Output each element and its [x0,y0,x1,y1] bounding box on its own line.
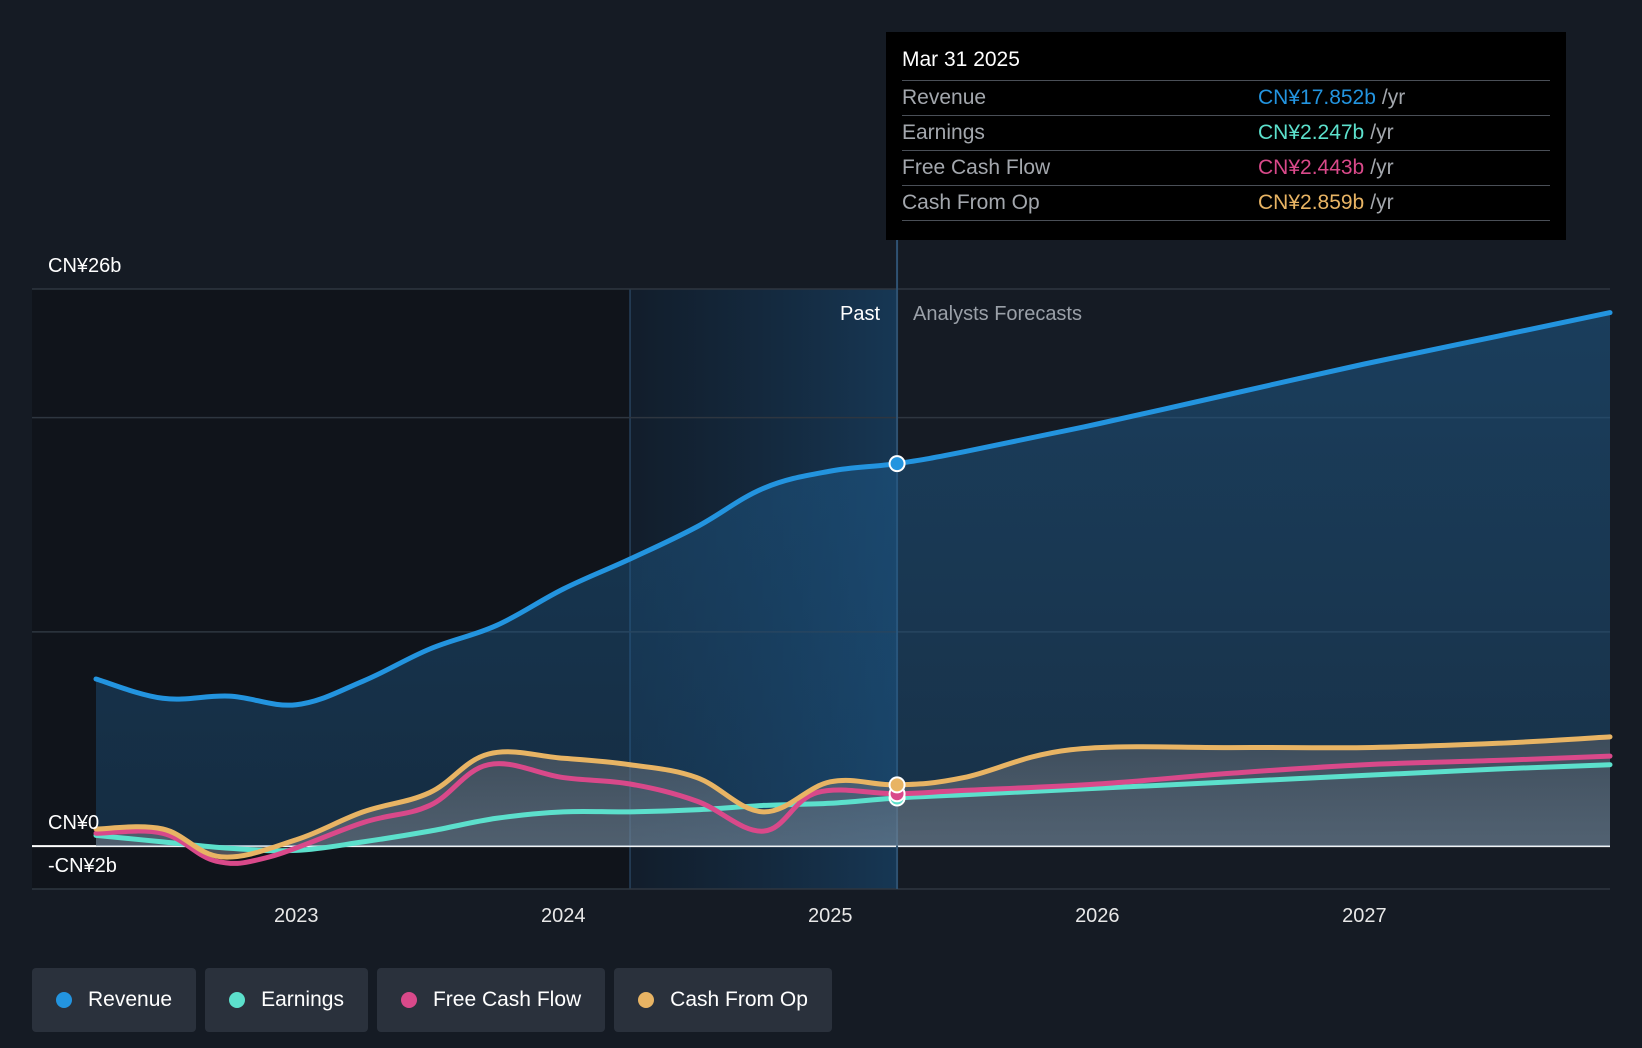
legend-dot-icon [400,992,417,1008]
legend-item-revenue[interactable]: Revenue [32,968,197,1032]
free-cash-flow-line [93,753,1613,866]
tooltip-row-free-cash-flow: Free Cash Flow CN¥2.443b /yr [902,151,1550,186]
tooltip-row-name: Cash From Op [902,191,1040,214]
past-label: Past [840,303,880,325]
y-label-zero: CN¥0 [48,812,99,834]
tooltip-row-revenue: Revenue CN¥17.852b /yr [902,81,1550,116]
revenue-line [93,310,1613,708]
x-tick-label: 2026 [1075,905,1120,927]
cash-from-op-area [96,736,1610,858]
axis-labels: CN¥26b CN¥0 -CN¥2b 2023 2024 2025 2026 2027 Past… [48,255,1387,927]
tooltip-row-unit: /yr [1381,86,1406,109]
tooltip-row-unit: /yr [1370,121,1394,144]
tooltip-row-value: CN¥2.443b [1258,156,1365,179]
legend-dot-icon [229,992,246,1008]
legend-item-earnings[interactable]: Earnings [205,968,368,1032]
legend-label: Free Cash Flow [432,988,582,1011]
tooltip-row-value: CN¥2.247b [1258,121,1365,144]
tooltip-row-unit: /yr [1370,156,1394,179]
tooltip-row-value: CN¥2.859b [1258,191,1365,214]
series-lines [93,310,1613,866]
tooltip-row-cash-from-op: Cash From Op CN¥2.859b /yr [902,186,1550,221]
tooltip-row-value: CN¥17.852b [1258,86,1376,109]
cash-from-op-marker [888,776,906,794]
tooltip-row-unit: /yr [1370,191,1394,214]
tooltip-row-name: Free Cash Flow [902,156,1051,179]
legend-label: Cash From Op [670,988,808,1011]
cash-from-op-line [93,734,1613,860]
tooltip-row-name: Revenue [902,86,987,109]
legend-item-cash-from-op[interactable]: Cash From Op [614,968,832,1032]
legend-dot-icon [638,992,655,1008]
forecast-label: Analysts Forecasts [913,303,1082,325]
x-tick-label: 2023 [274,905,319,927]
legend-item-free-cash-flow[interactable]: Free Cash Flow [376,968,606,1032]
tooltip-date: Mar 31 2025 [902,46,1550,81]
series-markers [888,455,906,807]
chart-legend: Revenue Earnings Free Cash Flow Cash Fro… [32,968,832,1032]
area-fills [96,312,1610,858]
x-tick-label: 2027 [1342,905,1387,927]
legend-label: Earnings [261,988,344,1011]
revenue-marker [888,455,906,473]
x-tick-label: 2024 [541,905,586,927]
tooltip-row-name: Earnings [902,121,985,144]
legend-label: Revenue [88,988,173,1011]
x-tick-label: 2025 [808,905,853,927]
y-label-bottom: -CN¥2b [48,855,117,877]
y-label-top: CN¥26b [48,255,121,277]
revenue-area [96,312,1610,847]
hover-tooltip: Mar 31 2025 Revenue CN¥17.852b /yr Earni… [886,32,1566,240]
tooltip-row-earnings: Earnings CN¥2.247b /yr [902,116,1550,151]
legend-dot-icon [56,992,72,1008]
